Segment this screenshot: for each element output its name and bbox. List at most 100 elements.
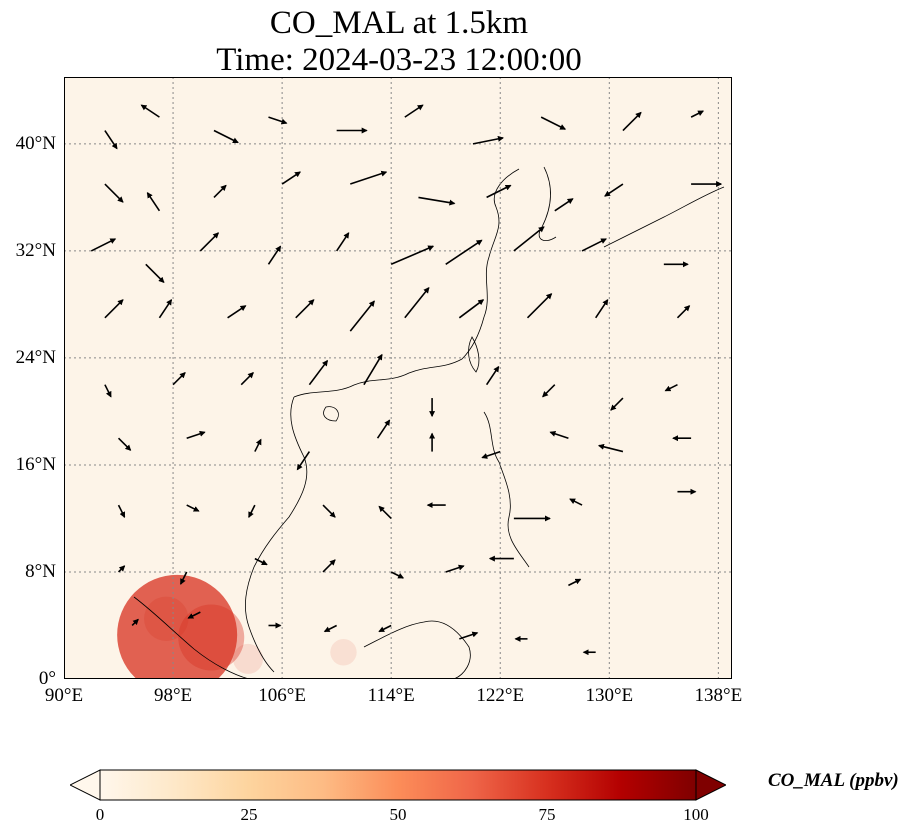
colorbar <box>70 769 726 801</box>
wind-arrow <box>481 450 501 459</box>
map-border <box>64 77 732 679</box>
concentration-hotspot <box>144 596 189 641</box>
wind-arrow <box>104 183 124 203</box>
wind-arrow <box>569 498 583 506</box>
wind-arrow <box>622 111 642 132</box>
wind-arrow <box>458 299 485 319</box>
wind-arrow <box>390 245 435 266</box>
colorbar-tick-label: 50 <box>389 805 407 824</box>
wind-arrow <box>349 300 375 332</box>
wind-arrow <box>459 631 479 640</box>
concentration-hotspot <box>178 604 245 671</box>
latitude-tick-label: 32°N <box>15 239 56 261</box>
wind-arrow <box>526 293 553 319</box>
wind-arrow <box>186 430 206 439</box>
wind-arrow <box>378 505 392 520</box>
longitude-tick-label: 114°E <box>367 685 415 706</box>
wind-arrow <box>604 183 624 197</box>
wind-arrow <box>104 299 124 319</box>
wind-arrow <box>158 298 173 319</box>
wind-arrow <box>323 624 338 633</box>
wind-arrow <box>179 571 188 585</box>
coastline-indochina <box>244 396 308 673</box>
wind-arrow <box>690 110 704 118</box>
wind-arrow <box>390 571 405 579</box>
wind-arrow <box>213 184 227 198</box>
coastline-japan <box>603 186 725 248</box>
wind-arrow <box>445 564 465 573</box>
colorbar-label: CO_MAL (ppbv) <box>768 770 899 791</box>
wind-arrow <box>335 232 350 252</box>
coastline-south-china <box>293 316 485 398</box>
map-canvas <box>64 77 732 679</box>
wind-arrow <box>664 383 678 392</box>
wind-arrow <box>308 359 329 386</box>
wind-arrow <box>140 104 160 118</box>
longitude-tick-label: 98°E <box>153 685 193 706</box>
wind-arrow <box>104 130 118 150</box>
longitude-tick-label: 130°E <box>585 685 634 706</box>
wind-arrow <box>240 371 254 386</box>
wind-arrow <box>117 504 126 518</box>
wind-vectors <box>90 104 723 656</box>
longitude-tick-label: 122°E <box>476 685 525 706</box>
wind-arrow <box>117 437 132 451</box>
wind-arrow <box>199 232 220 252</box>
wind-arrow <box>404 287 430 319</box>
latitude-tick-label: 40°N <box>15 132 56 154</box>
wind-arrow <box>418 196 456 206</box>
latitude-tick-label: 24°N <box>15 346 56 368</box>
concentration-hotspot <box>233 643 264 674</box>
latitude-tick-label: 0° <box>38 668 56 689</box>
coastline-taiwan <box>468 336 480 373</box>
wind-arrow <box>549 430 569 439</box>
colorbar-tick-label: 75 <box>538 805 556 824</box>
colorbar-tick-label: 25 <box>240 805 258 824</box>
wind-arrow <box>363 353 383 386</box>
wind-arrow <box>472 135 504 145</box>
wind-arrow <box>404 104 424 118</box>
longitude-tick-label: 90°E <box>44 685 84 706</box>
wind-arrow <box>554 198 574 212</box>
wind-arrow <box>376 419 391 439</box>
wind-arrow <box>213 129 239 144</box>
wind-arrow <box>597 443 624 453</box>
coastline-philippines <box>483 411 530 568</box>
wind-arrow <box>281 171 301 185</box>
coastline-borneo <box>363 620 471 679</box>
wind-arrow <box>568 578 582 587</box>
wind-arrow <box>254 438 262 452</box>
wind-arrow <box>322 504 336 518</box>
wind-arrow <box>513 226 545 252</box>
wind-arrow <box>676 305 691 319</box>
wind-arrow <box>595 298 609 319</box>
concentration-hotspot <box>330 639 357 666</box>
map-title-line-1: CO_MAL at 1.5km <box>269 5 529 41</box>
wind-arrow <box>610 397 624 411</box>
wind-arrow <box>486 184 512 199</box>
wind-arrow <box>378 624 392 633</box>
wind-arrow <box>542 384 556 398</box>
wind-arrow <box>268 116 288 125</box>
wind-arrow <box>322 559 336 573</box>
wind-arrow <box>104 384 112 398</box>
wind-arrow <box>227 305 247 319</box>
wind-arrow <box>186 504 200 512</box>
coastline-sumatra <box>133 596 250 679</box>
wind-arrow <box>146 191 161 212</box>
latitude-tick-label: 16°N <box>15 453 56 475</box>
wind-arrow <box>540 116 567 130</box>
wind-arrow <box>131 618 139 627</box>
gridlines <box>64 77 732 679</box>
latitude-tick-label: 8°N <box>25 560 56 582</box>
wind-arrow <box>267 245 282 265</box>
wind-arrow <box>90 238 117 252</box>
concentration-layer <box>117 574 357 679</box>
coastline-hainan <box>323 406 339 422</box>
wind-arrow <box>187 611 201 619</box>
wind-arrow <box>117 565 126 573</box>
concentration-hotspot <box>117 574 238 679</box>
wind-arrow <box>254 557 268 566</box>
longitude-tick-label: 138°E <box>694 685 743 706</box>
colorbar-gradient <box>99 769 697 801</box>
